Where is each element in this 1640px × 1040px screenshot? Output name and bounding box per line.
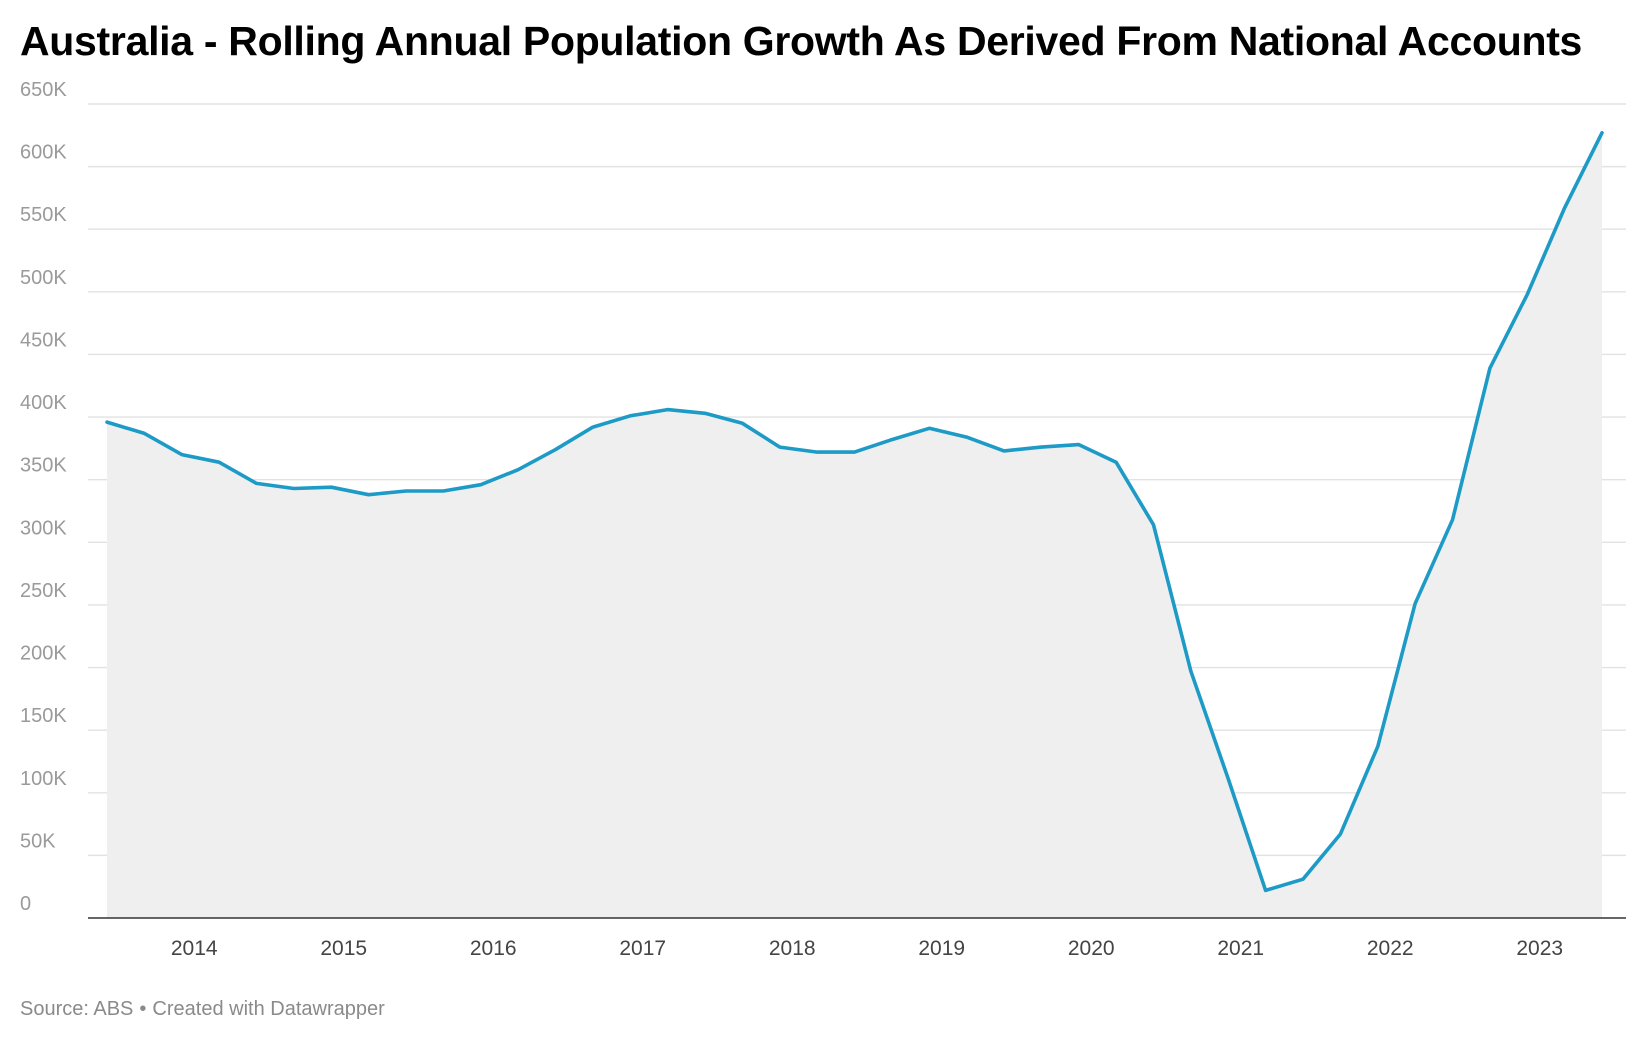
x-tick-label: 2016 [470, 937, 517, 960]
series-line [105, 131, 1604, 893]
area-fill [107, 132, 1602, 919]
y-tick-label: 500K [20, 267, 67, 289]
x-tick-label: 2014 [171, 937, 218, 960]
y-tick-label: 350K [20, 455, 67, 477]
source-label: Source: ABS [20, 998, 134, 1020]
x-tick-label: 2019 [918, 937, 965, 960]
y-tick-label: 300K [20, 517, 67, 539]
x-tick-label: 2015 [320, 937, 367, 960]
axis-ticks: 2014 2015 2016 2017 2018 2019 2020 2021 2022 2023 [171, 937, 1563, 960]
y-tick-label: 150K [20, 705, 67, 727]
y-tick-label: 200K [20, 643, 67, 665]
y-tick-label: 450K [20, 329, 67, 351]
y-tick-label: 400K [20, 392, 67, 414]
y-tick-label: 100K [20, 768, 67, 790]
x-tick-label: 2021 [1217, 937, 1264, 960]
source-note: Source: ABS • Created with Datawrapper [20, 998, 385, 1021]
y-tick-label: 50K [20, 830, 56, 852]
x-tick-label: 2018 [769, 937, 816, 960]
y-tick-label: 650K [20, 79, 67, 101]
credit-label: Created with Datawrapper [152, 998, 385, 1020]
footer-separator: • [139, 998, 147, 1020]
gridlines: 0 50K 100K 150K 200K 250K 300K 350K 400K 450K 500K… [20, 79, 1626, 915]
x-tick-label: 2023 [1516, 937, 1563, 960]
chart-title: Australia - Rolling Annual Population Gr… [20, 18, 1583, 64]
x-tick-label: 2020 [1068, 937, 1115, 960]
x-tick-label: 2022 [1367, 937, 1414, 960]
y-tick-label: 550K [20, 204, 67, 226]
y-tick-label: 0 [20, 893, 31, 915]
y-tick-label: 250K [20, 580, 67, 602]
x-tick-label: 2017 [619, 937, 666, 960]
y-tick-label: 600K [20, 142, 67, 164]
